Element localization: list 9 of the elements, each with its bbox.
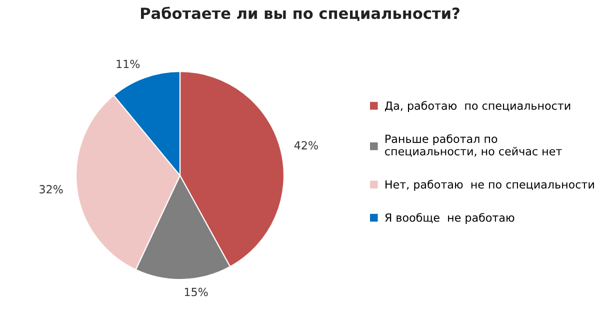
data-label: 15% — [184, 288, 208, 296]
data-label: 42% — [294, 141, 318, 150]
legend-label: Я вообще не работаю — [385, 212, 514, 224]
legend-label: Да, работаю по специальности — [384, 101, 570, 112]
data-label: 11% — [116, 60, 140, 68]
chart-title: Работаете ли вы по специальности? — [140, 6, 460, 21]
data-label: 32% — [40, 185, 63, 194]
legend-label: Раньше работал по специальности, но сейчас нет — [385, 134, 562, 157]
legend-label: Нет, работаю не по специальности — [386, 180, 594, 191]
